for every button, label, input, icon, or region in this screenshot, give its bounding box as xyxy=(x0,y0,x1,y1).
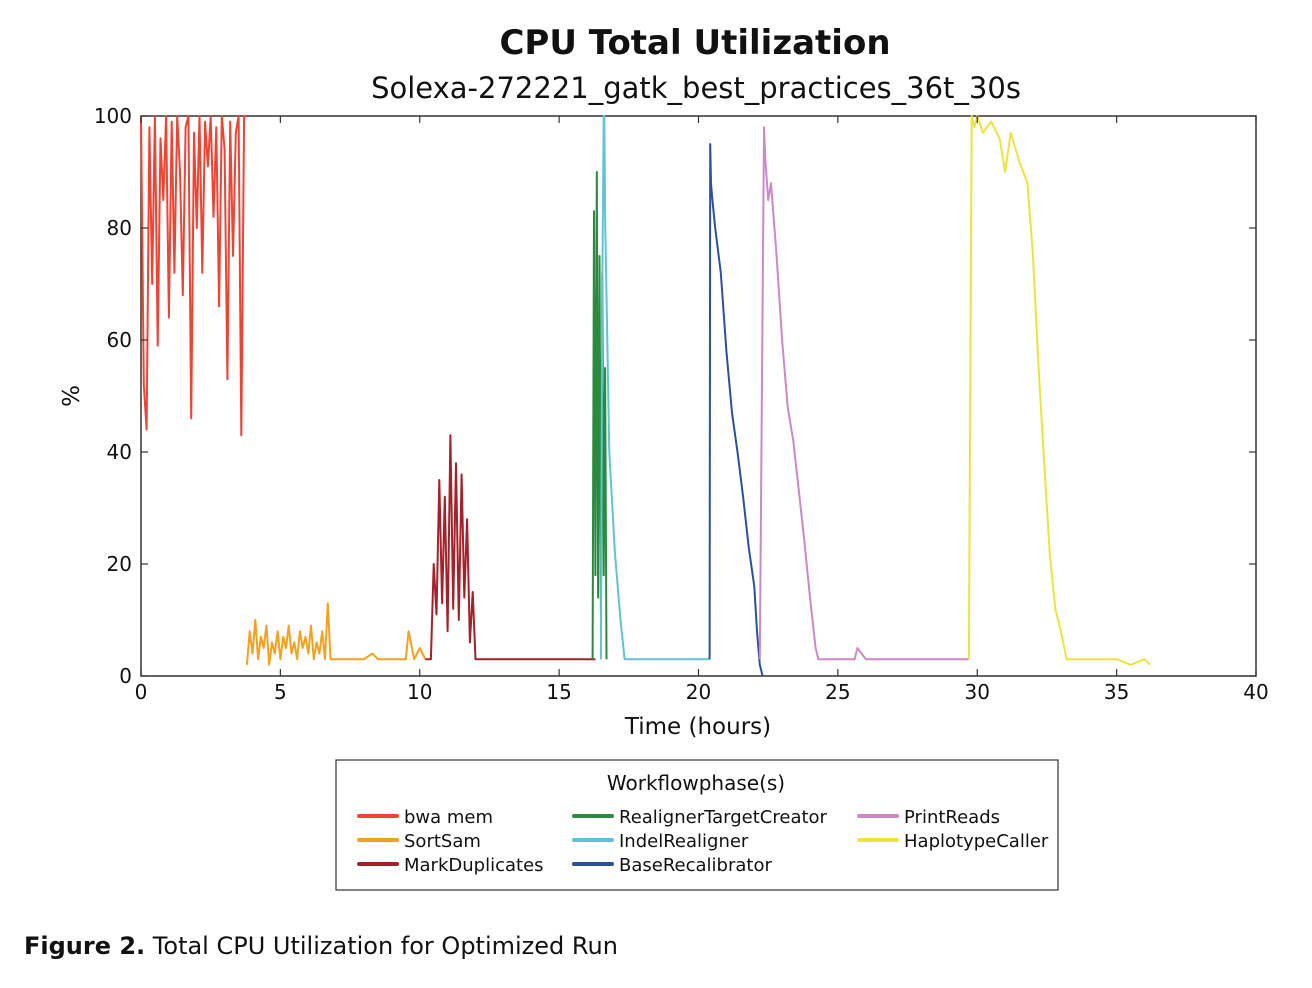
y-tick-label: 60 xyxy=(107,328,132,352)
x-axis-label: Time (hours) xyxy=(624,714,771,740)
series-line-sort-sam xyxy=(245,602,427,666)
series-line-indel-realigner xyxy=(599,115,710,661)
x-tick-label: 15 xyxy=(546,680,571,704)
series-line-base-recalibrator xyxy=(708,143,764,677)
legend-entries: bwa mem SortSam MarkDuplicates RealignerTar… xyxy=(357,807,1049,876)
x-tick-label: 25 xyxy=(825,680,850,704)
legend-label: SortSam xyxy=(404,831,481,852)
series-line-print-reads xyxy=(758,126,969,661)
x-tick-label: 40 xyxy=(1243,680,1268,704)
series-line-mark-duplicates xyxy=(425,434,596,661)
series-line-realigner-target-creator xyxy=(591,171,608,660)
x-tick-label: 35 xyxy=(1104,680,1129,704)
y-tick-label: 100 xyxy=(94,104,132,128)
legend-label: PrintReads xyxy=(904,807,1000,828)
legend-label: MarkDuplicates xyxy=(404,855,544,876)
series-line-bwa-mem xyxy=(140,115,247,437)
legend-label: HaplotypeCaller xyxy=(904,831,1049,852)
figure-caption-label: Figure 2. xyxy=(24,932,146,960)
y-tick-label: 80 xyxy=(107,216,132,240)
y-axis-label: % xyxy=(59,385,85,407)
x-tick-label: 5 xyxy=(274,680,287,704)
legend-label: RealignerTargetCreator xyxy=(619,807,828,828)
x-tick-label: 0 xyxy=(135,680,148,704)
chart-title: CPU Total Utilization xyxy=(499,23,890,63)
figure-caption: Figure 2. Total CPU Utilization for Opti… xyxy=(24,932,618,960)
legend-box xyxy=(335,759,1059,891)
y-tick-label: 20 xyxy=(107,552,132,576)
x-tick-label: 20 xyxy=(686,680,711,704)
plot-frame xyxy=(140,115,1257,677)
x-tick-label: 30 xyxy=(965,680,990,704)
series-line-haplotype-caller xyxy=(967,115,1151,666)
chart-subtitle: Solexa-272221_gatk_best_practices_36t_30… xyxy=(371,71,1021,105)
ticks-layer: 0 5 10 15 20 25 30 35 40 0 20 40 60 80 100 xyxy=(94,104,1269,704)
y-tick-label: 0 xyxy=(119,664,132,688)
legend-label: bwa mem xyxy=(404,807,493,828)
y-tick-label: 40 xyxy=(107,440,132,464)
legend-label: BaseRecalibrator xyxy=(619,855,772,876)
figure-caption-text: Total CPU Utilization for Optimized Run xyxy=(145,932,618,960)
legend-title: Workflowphase(s) xyxy=(607,771,785,795)
x-tick-label: 10 xyxy=(407,680,432,704)
series-layer xyxy=(140,115,1151,677)
legend-label: IndelRealigner xyxy=(619,831,749,852)
